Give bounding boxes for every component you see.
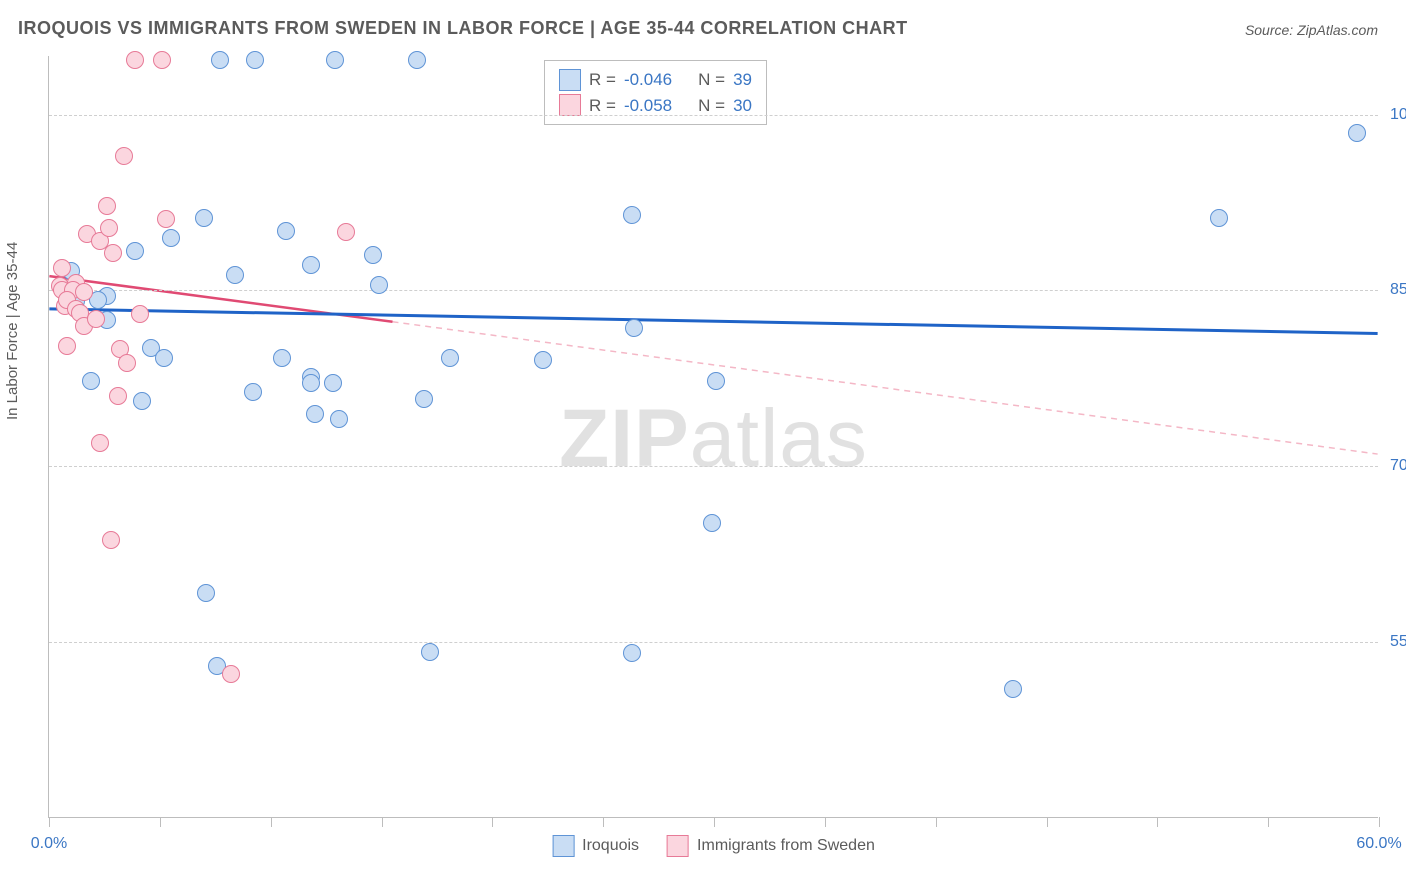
data-point — [421, 643, 439, 661]
data-point — [195, 209, 213, 227]
x-tick — [714, 817, 715, 827]
x-tick — [936, 817, 937, 827]
trend-line — [49, 309, 1377, 334]
x-tick — [271, 817, 272, 827]
data-point — [155, 349, 173, 367]
x-tick — [603, 817, 604, 827]
data-point — [115, 147, 133, 165]
data-point — [1210, 209, 1228, 227]
legend-label: Immigrants from Sweden — [697, 837, 875, 855]
legend-swatch — [559, 94, 581, 116]
x-tick — [1047, 817, 1048, 827]
x-tick-label: 0.0% — [31, 835, 67, 853]
legend-bottom: Iroquois Immigrants from Sweden — [552, 835, 875, 857]
x-tick — [382, 817, 383, 827]
data-point — [1348, 124, 1366, 142]
y-tick-label: 100.0% — [1378, 106, 1406, 124]
data-point — [126, 51, 144, 69]
legend-r-label: R = — [589, 67, 616, 93]
data-point — [153, 51, 171, 69]
data-point — [104, 244, 122, 262]
plot-area: ZIPatlas R =-0.046N =39R =-0.058N =30 Ir… — [48, 56, 1378, 818]
y-tick-label: 55.0% — [1378, 633, 1406, 651]
data-point — [337, 223, 355, 241]
data-point — [415, 390, 433, 408]
legend-r-value: -0.046 — [624, 67, 672, 93]
data-point — [118, 354, 136, 372]
data-point — [370, 276, 388, 294]
data-point — [302, 256, 320, 274]
data-point — [273, 349, 291, 367]
data-point — [162, 229, 180, 247]
x-tick — [160, 817, 161, 827]
y-tick-label: 85.0% — [1378, 281, 1406, 299]
x-tick — [1379, 817, 1380, 827]
data-point — [87, 310, 105, 328]
data-point — [625, 319, 643, 337]
data-point — [109, 387, 127, 405]
data-point — [131, 305, 149, 323]
legend-swatch — [667, 835, 689, 857]
data-point — [100, 219, 118, 237]
data-point — [623, 644, 641, 662]
data-point — [408, 51, 426, 69]
data-point — [623, 206, 641, 224]
data-point — [707, 372, 725, 390]
legend-swatch — [552, 835, 574, 857]
x-tick-label: 60.0% — [1356, 835, 1401, 853]
data-point — [330, 410, 348, 428]
data-point — [326, 51, 344, 69]
data-point — [534, 351, 552, 369]
legend-item: Iroquois — [552, 835, 639, 857]
grid-line — [49, 466, 1378, 467]
data-point — [197, 584, 215, 602]
x-tick — [49, 817, 50, 827]
grid-line — [49, 115, 1378, 116]
source-label: Source: ZipAtlas.com — [1245, 22, 1378, 38]
x-tick — [1268, 817, 1269, 827]
data-point — [58, 337, 76, 355]
data-point — [364, 246, 382, 264]
data-point — [324, 374, 342, 392]
data-point — [157, 210, 175, 228]
data-point — [91, 434, 109, 452]
data-point — [244, 383, 262, 401]
x-tick — [492, 817, 493, 827]
legend-swatch — [559, 69, 581, 91]
grid-line — [49, 290, 1378, 291]
y-tick-label: 70.0% — [1378, 457, 1406, 475]
data-point — [246, 51, 264, 69]
data-point — [126, 242, 144, 260]
legend-n-value: 39 — [733, 67, 752, 93]
legend-item: Immigrants from Sweden — [667, 835, 875, 857]
legend-n-label: N = — [698, 67, 725, 93]
chart-title: IROQUOIS VS IMMIGRANTS FROM SWEDEN IN LA… — [18, 18, 908, 39]
data-point — [306, 405, 324, 423]
data-point — [222, 665, 240, 683]
data-point — [302, 374, 320, 392]
legend-label: Iroquois — [582, 837, 639, 855]
data-point — [82, 372, 100, 390]
data-point — [133, 392, 151, 410]
data-point — [1004, 680, 1022, 698]
data-point — [277, 222, 295, 240]
data-point — [211, 51, 229, 69]
trend-lines-svg — [49, 56, 1378, 817]
grid-line — [49, 642, 1378, 643]
y-axis-label: In Labor Force | Age 35-44 — [4, 242, 21, 420]
data-point — [98, 197, 116, 215]
data-point — [75, 283, 93, 301]
data-point — [441, 349, 459, 367]
data-point — [102, 531, 120, 549]
trend-line — [393, 322, 1378, 454]
x-tick — [825, 817, 826, 827]
data-point — [703, 514, 721, 532]
data-point — [53, 259, 71, 277]
legend-row: R = -0.046 N = 39 — [559, 67, 752, 93]
data-point — [226, 266, 244, 284]
x-tick — [1157, 817, 1158, 827]
